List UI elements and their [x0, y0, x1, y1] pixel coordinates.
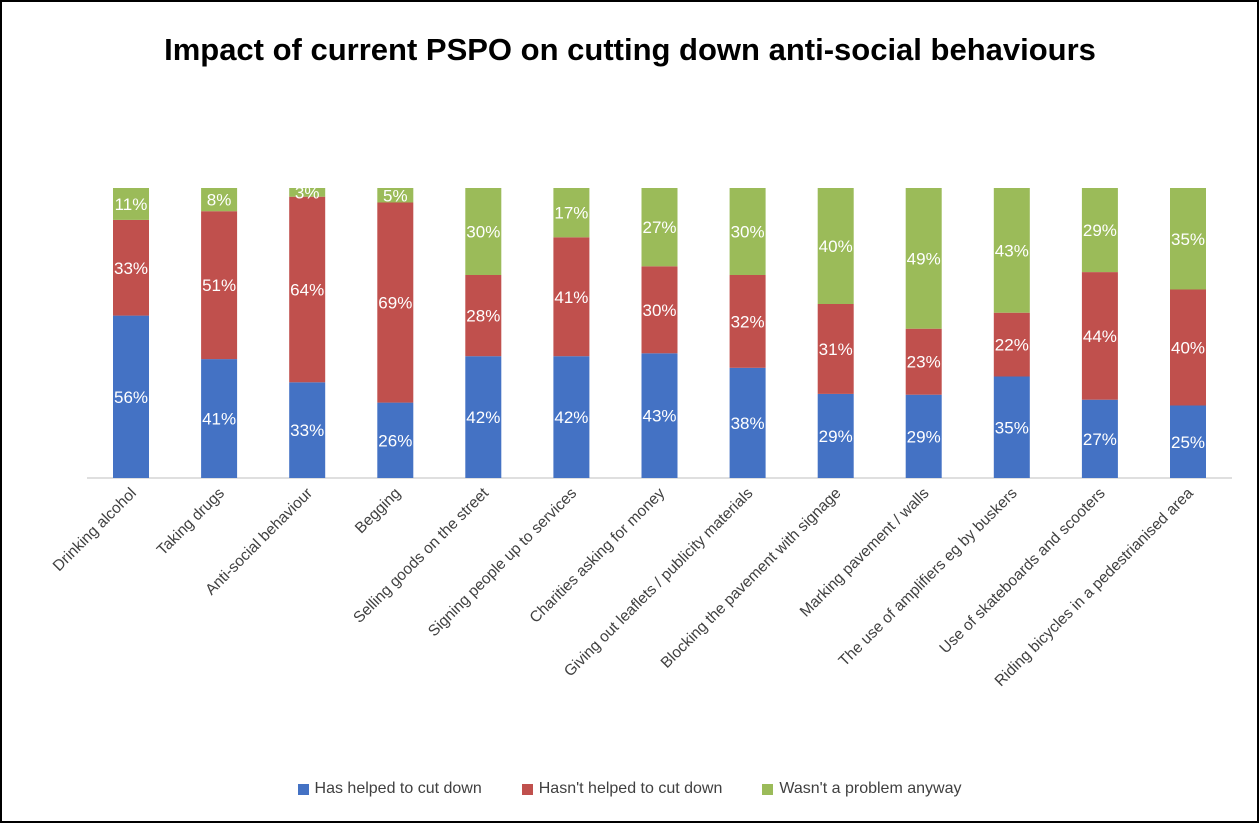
category-label: Riding bicycles in a pedestrianised area — [992, 485, 1197, 690]
data-label: 29% — [1083, 221, 1117, 240]
bar-segment — [553, 237, 590, 357]
bar-segment — [729, 275, 766, 368]
data-label: 17% — [554, 204, 588, 223]
data-label: 30% — [731, 223, 765, 242]
data-label: 28% — [466, 307, 500, 326]
data-label: 27% — [642, 218, 676, 237]
bar-segment — [553, 356, 590, 478]
data-label: 35% — [1171, 230, 1205, 249]
bar-segment — [289, 382, 326, 478]
bar-segment — [993, 312, 1030, 377]
data-label: 30% — [466, 223, 500, 242]
data-label: 26% — [378, 431, 412, 450]
data-label: 29% — [819, 427, 853, 446]
data-label: 23% — [907, 353, 941, 372]
bar-segment — [1081, 272, 1118, 400]
data-label: 40% — [1171, 339, 1205, 358]
data-label: 42% — [554, 408, 588, 427]
bar-segment — [113, 315, 149, 478]
bar-segment — [1170, 188, 1206, 290]
data-label: 49% — [907, 249, 941, 268]
data-label: 3% — [295, 183, 320, 202]
category-label: The use of amplifiers eg by buskers — [836, 485, 1021, 670]
data-label: 51% — [202, 276, 236, 295]
data-label: 25% — [1171, 433, 1205, 452]
category-label: Blocking the pavement with signage — [658, 485, 845, 672]
bar-segment — [641, 266, 678, 354]
chart-title: Impact of current PSPO on cutting down a… — [164, 32, 1096, 67]
data-label: 41% — [202, 410, 236, 429]
data-label: 31% — [819, 340, 853, 359]
legend-swatch — [762, 783, 774, 795]
bar-segment — [465, 188, 502, 275]
legend-swatch — [521, 783, 533, 795]
bar-segment — [729, 188, 766, 275]
data-label: 43% — [642, 407, 676, 426]
bar-segment — [113, 219, 149, 316]
bar-segment — [905, 394, 942, 478]
data-label: 41% — [554, 288, 588, 307]
category-label: Signing people up to services — [425, 485, 580, 640]
bar-segment — [465, 356, 502, 478]
data-label: 56% — [114, 388, 148, 407]
bar-segment — [289, 196, 326, 383]
bar-segment — [1081, 399, 1118, 478]
bar-segment — [1170, 405, 1206, 478]
bar-segment — [993, 376, 1030, 478]
data-label: 22% — [995, 336, 1029, 355]
data-label: 38% — [731, 414, 765, 433]
legend-item: Hasn't helped to cut down — [521, 780, 723, 798]
category-label: Begging — [352, 485, 404, 537]
bar-segment — [905, 188, 942, 329]
bar-segment — [553, 188, 590, 238]
data-label: 8% — [207, 191, 232, 210]
category-label: Use of skateboards and scooters — [936, 485, 1108, 657]
bar-segment — [817, 393, 854, 478]
data-label: 40% — [819, 237, 853, 256]
bar-segment — [1081, 188, 1118, 273]
bar-segment — [377, 402, 414, 478]
data-label: 42% — [466, 408, 500, 427]
bar-segment — [641, 353, 678, 478]
bar-segment — [641, 188, 678, 267]
data-label: 30% — [642, 301, 676, 320]
bar-segment — [289, 188, 326, 197]
data-label: 35% — [995, 418, 1029, 437]
bar-segment — [113, 188, 149, 220]
data-label: 64% — [290, 281, 324, 300]
category-label: Drinking alcohol — [50, 485, 140, 575]
data-label: 27% — [1083, 430, 1117, 449]
data-label: 69% — [378, 294, 412, 313]
data-label: 33% — [114, 259, 148, 278]
data-label: 44% — [1083, 327, 1117, 346]
bar-segment — [993, 188, 1030, 313]
legend: Has helped to cut down Hasn't helped to c… — [0, 780, 1259, 798]
legend-item: Wasn't a problem anyway — [762, 780, 961, 798]
bar-segment — [377, 202, 414, 403]
data-label: 5% — [383, 186, 408, 205]
data-label: 29% — [907, 427, 941, 446]
legend-swatch — [297, 783, 309, 795]
bar-segment — [201, 359, 238, 478]
bar-segment — [377, 188, 414, 203]
legend-item: Has helped to cut down — [297, 780, 482, 798]
bar-segment — [817, 304, 854, 394]
bar-segment — [729, 367, 766, 478]
bar-segment — [905, 328, 942, 395]
bar-segment — [465, 275, 502, 357]
legend-label: Hasn't helped to cut down — [538, 780, 723, 797]
bar-segment — [1170, 289, 1206, 406]
data-label: 43% — [995, 241, 1029, 260]
bar-segment — [201, 188, 238, 212]
data-label: 11% — [115, 195, 148, 214]
legend-label: Wasn't a problem anyway — [779, 780, 962, 797]
bar-segment — [201, 211, 238, 360]
data-label: 32% — [731, 312, 765, 331]
legend-label: Has helped to cut down — [314, 780, 482, 797]
category-label: Giving out leaflets / publicity material… — [561, 485, 757, 681]
bar-segment — [817, 188, 854, 304]
category-label: Taking drugs — [154, 485, 228, 559]
data-label: 33% — [290, 421, 324, 440]
